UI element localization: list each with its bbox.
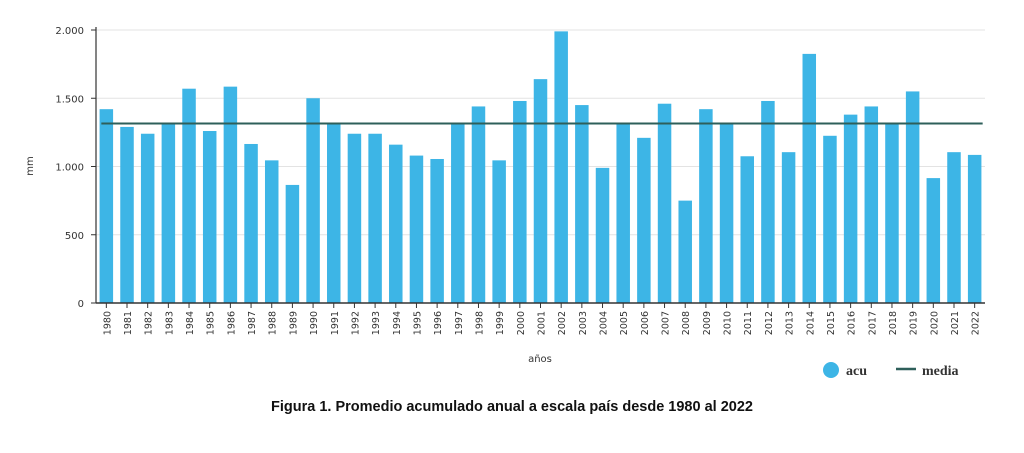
- x-tick-label: 1990: [309, 311, 320, 335]
- x-tick-label: 2014: [805, 311, 816, 335]
- bar-1994: [389, 144, 403, 303]
- x-tick-label: 2002: [557, 311, 568, 335]
- x-tick-label: 1994: [392, 311, 403, 335]
- x-tick-label: 2003: [578, 311, 589, 335]
- bar-2019: [905, 91, 920, 303]
- bar-1995: [409, 155, 424, 303]
- x-tick-label: 1984: [185, 311, 196, 335]
- x-tick-label: 1987: [247, 311, 258, 335]
- x-tick-label: 1997: [454, 311, 465, 335]
- x-tick-label: 2004: [599, 311, 610, 335]
- x-tick-label: 1998: [474, 311, 485, 335]
- bar-2013: [781, 152, 796, 303]
- x-tick-label: 1991: [330, 311, 341, 335]
- bar-1999: [492, 160, 506, 303]
- bar-2007: [657, 103, 672, 304]
- y-tick-label: 1.000: [55, 163, 84, 174]
- bar-2003: [575, 105, 589, 303]
- x-tick-label: 1996: [433, 311, 444, 335]
- bar-2016: [843, 114, 858, 303]
- y-tick-label: 1.500: [55, 94, 84, 105]
- bar-1988: [264, 160, 279, 303]
- x-tick-label: 1980: [102, 311, 113, 335]
- x-tick-label: 2020: [929, 311, 940, 335]
- bar-1996: [430, 158, 444, 303]
- bar-2000: [513, 100, 527, 303]
- x-tick-label: 2001: [537, 311, 548, 335]
- bar-2008: [678, 200, 692, 303]
- bar-2011: [740, 156, 754, 303]
- bar-2010: [719, 124, 734, 303]
- x-tick-label: 2022: [971, 311, 982, 335]
- x-tick-label: 2000: [516, 311, 527, 335]
- x-tick-label: 1982: [144, 311, 155, 335]
- x-tick-label: 1988: [268, 311, 279, 335]
- x-tick-label: 2010: [723, 311, 734, 335]
- x-tick-label: 1999: [495, 311, 506, 335]
- y-tick-label: 2.000: [55, 26, 84, 37]
- bar-2015: [823, 135, 837, 303]
- bar-2006: [637, 137, 651, 303]
- x-tick-label: 1981: [123, 311, 134, 335]
- x-tick-label: 1986: [226, 311, 237, 335]
- legend: acu media: [823, 362, 959, 379]
- bar-2009: [699, 109, 713, 303]
- bar-1980: [99, 109, 114, 303]
- x-axis-label: años: [528, 354, 552, 365]
- bar-2020: [926, 178, 941, 303]
- bar-1990: [306, 98, 320, 303]
- bar-2021: [947, 152, 961, 303]
- bar-1985: [202, 131, 217, 303]
- bar-1981: [120, 126, 134, 303]
- bar-2014: [802, 53, 817, 304]
- x-tick-label: 1992: [350, 311, 361, 335]
- x-tick-label: 2017: [867, 311, 878, 335]
- x-tick-label: 2016: [847, 311, 858, 335]
- y-tick-label: 0: [78, 299, 84, 310]
- bar-1993: [368, 133, 382, 303]
- legend-acu-marker: [823, 362, 839, 378]
- bar-1982: [140, 133, 155, 303]
- bar-1997: [451, 124, 465, 303]
- bar-1987: [244, 143, 258, 303]
- bar-2022: [967, 154, 982, 303]
- legend-acu-label: acu: [846, 364, 867, 379]
- y-tick-label: 500: [65, 231, 84, 242]
- bar-2018: [885, 124, 899, 303]
- bar-2017: [864, 106, 879, 303]
- x-tick-label: 2019: [909, 311, 920, 335]
- x-tick-label: 2006: [640, 311, 651, 335]
- bar-2001: [533, 79, 548, 303]
- chart: 0 500 1.000 1.500 2.000 1980 1981 1982 1983 1984 1…: [25, 26, 985, 379]
- bar-1983: [161, 124, 176, 303]
- legend-media-label: media: [922, 364, 959, 379]
- bar-2002: [554, 31, 568, 304]
- bar-1991: [327, 124, 341, 303]
- x-tick-label: 1993: [371, 311, 382, 335]
- bar-1984: [182, 88, 196, 303]
- x-tick-label: 2009: [702, 311, 713, 335]
- bar-1992: [347, 133, 362, 303]
- x-tick-label: 2008: [681, 311, 692, 335]
- x-tick-label: 2007: [661, 311, 672, 335]
- x-tick-label: 2005: [619, 311, 630, 335]
- x-tick-label: 1985: [206, 311, 217, 335]
- y-axis-label: mm: [25, 156, 36, 175]
- x-tick-label: 2012: [764, 311, 775, 335]
- bar-2005: [616, 124, 630, 303]
- x-tick-label: 1995: [412, 311, 423, 335]
- bar-1998: [471, 106, 486, 303]
- bar-1989: [285, 184, 300, 303]
- x-tick-label: 2021: [950, 311, 961, 335]
- x-tick-label: 1989: [288, 311, 299, 335]
- x-tick-label: 2018: [888, 311, 899, 335]
- figure-caption: Figura 1. Promedio acumulado anual a esc…: [271, 399, 753, 415]
- bar-1986: [223, 86, 238, 304]
- bar-2012: [761, 100, 775, 303]
- x-tick-label: 1983: [164, 311, 175, 335]
- x-tick-label: 2015: [826, 311, 837, 335]
- x-tick-label: 2013: [785, 311, 796, 335]
- bar-2004: [595, 167, 610, 303]
- x-tick-label: 2011: [743, 311, 754, 335]
